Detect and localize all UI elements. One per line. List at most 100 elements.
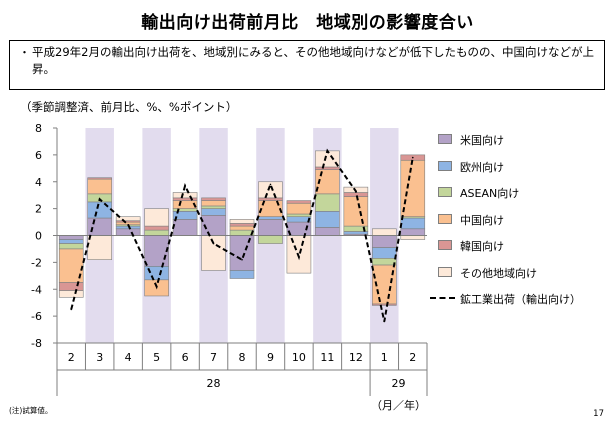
bar-segment-s2-c8 — [286, 213, 312, 217]
bar-segment-s2-c4 — [172, 208, 198, 212]
bar-segment-s4-c9 — [315, 166, 340, 170]
bar-segment-s5-c12 — [400, 235, 426, 240]
bar-segment-s1-c10 — [343, 231, 369, 235]
bar-segment-s4-c1 — [87, 177, 112, 180]
bar-segment-s2-c0 — [58, 243, 84, 250]
x-tick-label-11: 1 — [381, 351, 388, 364]
bar-segment-s5-c5 — [201, 235, 226, 271]
x-tick-label-1: 3 — [96, 351, 103, 364]
x-tick-label-7: 9 — [267, 351, 274, 364]
bar-segment-s4-c10 — [343, 192, 369, 197]
bullet-mark: ・ — [19, 46, 30, 59]
legend-swatch-europe — [438, 160, 452, 171]
bar-segment-s1-c6 — [229, 270, 255, 279]
bar-segment-s3-c5 — [201, 200, 226, 207]
bar-segment-s1-c1 — [87, 201, 112, 219]
x-tick-label-6: 8 — [239, 351, 246, 364]
legend-swatch-korea — [438, 240, 452, 250]
bar-segment-s0-c11 — [372, 235, 397, 248]
bar-segment-s5-c6 — [229, 219, 255, 224]
bar-segment-s4-c0 — [58, 282, 84, 291]
shipments-point-1 — [98, 198, 101, 201]
legend-label-korea: 韓国向け — [460, 240, 504, 253]
page-title: 輸出向け出荷前月比 地域別の影響度合い — [141, 13, 474, 33]
legend-swatch-asean — [438, 187, 452, 197]
bar-segment-s5-c0 — [58, 290, 84, 298]
bar-segment-s3-c10 — [343, 196, 369, 227]
shipments-point-0 — [70, 308, 73, 311]
x-tick-label-8: 10 — [292, 351, 306, 364]
y-tick-label-2: 2 — [35, 203, 42, 216]
year-label-1: 29 — [392, 377, 406, 390]
summary-box: ・ 平成29年2月の輸出向け出荷を、地域別にみると、その他地域向けなどが低下した… — [9, 40, 605, 90]
bar-segment-s1-c0 — [58, 239, 84, 244]
y-tick-label-0: 0 — [35, 230, 42, 243]
shipments-point-10 — [355, 190, 357, 192]
bar-segment-s4-c3 — [144, 225, 169, 231]
shipments-point-3 — [155, 285, 158, 288]
shipments-point-5 — [212, 242, 215, 245]
bar-segment-s5-c1 — [87, 235, 112, 260]
shipments-point-6 — [241, 258, 243, 261]
y-tick-label-6: 6 — [35, 149, 42, 162]
shipments-point-12 — [411, 156, 414, 159]
x-tick-label-4: 6 — [182, 351, 189, 364]
x-tick-label-3: 5 — [153, 351, 160, 364]
x-tick-label-0: 2 — [68, 351, 75, 364]
legend-label-europe: 欧州向け — [460, 160, 504, 174]
bar-segment-s2-c7 — [258, 235, 283, 244]
bar-segment-s4-c7 — [258, 197, 283, 201]
legend-swatch-us — [438, 134, 452, 144]
y-tick-label--2: -2 — [31, 256, 42, 269]
bar-segment-s4-c8 — [286, 200, 312, 204]
summary-text: 平成29年2月の輸出向け出荷を、地域別にみると、その他地域向けなどが低下したもの… — [32, 45, 594, 76]
x-tick-label-9: 11 — [320, 351, 334, 364]
bar-segment-s5-c4 — [172, 192, 198, 199]
y-tick-label--8: -8 — [31, 337, 42, 350]
legend-swatch-china — [438, 213, 452, 224]
shipments-point-7 — [269, 183, 272, 186]
bar-segment-s3-c6 — [229, 225, 255, 231]
legend-line-shipments — [430, 297, 455, 299]
bar-segment-s4-c4 — [172, 197, 198, 201]
bar-segment-s0-c4 — [172, 219, 198, 236]
y-tick-label--4: -4 — [31, 283, 42, 296]
bar-segment-s0-c7 — [258, 219, 283, 236]
y-tick-label-4: 4 — [35, 176, 42, 189]
bar-segment-s1-c11 — [372, 247, 397, 259]
bar-segment-s5-c2 — [115, 216, 141, 222]
legend-swatch-other — [438, 266, 452, 277]
bar-segment-s3-c12 — [400, 159, 426, 217]
bar-segment-s2-c9 — [315, 193, 340, 212]
x-tick-label-12: 2 — [409, 351, 416, 364]
legend-label-shipments: 鉱工業出荷（輸出向け） — [460, 293, 581, 306]
shipments-point-8 — [298, 256, 300, 258]
bar-segment-s0-c1 — [87, 217, 112, 236]
bar-segment-s1-c5 — [201, 208, 226, 216]
x-unit-label: （月／年） — [371, 398, 426, 412]
bar-segment-s2-c5 — [201, 205, 226, 209]
bar-segment-s5-c11 — [372, 228, 397, 236]
x-tick-label-2: 4 — [125, 351, 132, 364]
x-tick-label-5: 7 — [210, 351, 217, 364]
bar-segment-s3-c8 — [286, 202, 312, 215]
bar-segment-s5-c3 — [144, 208, 169, 227]
bar-segment-s4-c6 — [229, 223, 255, 227]
bar-segment-s5-c7 — [258, 181, 283, 199]
legend-label-asean: ASEAN向け — [460, 187, 520, 200]
shipments-point-2 — [127, 223, 129, 226]
x-tick-label-10: 12 — [349, 351, 363, 364]
bar-segment-s2-c11 — [372, 258, 397, 266]
bar-segment-s4-c5 — [201, 197, 226, 201]
y-tick-label--6: -6 — [31, 310, 42, 323]
bar-segment-s4-c11 — [372, 303, 397, 306]
bar-segment-s1-c9 — [315, 211, 340, 228]
bar-segment-s1-c7 — [258, 216, 283, 220]
shipments-point-9 — [326, 150, 329, 152]
bar-segment-s0-c6 — [229, 235, 255, 271]
year-label-0: 28 — [207, 377, 221, 390]
bar-segment-s0-c9 — [315, 227, 340, 236]
legend-label-other: その他地域向け — [460, 266, 537, 280]
page-number: 17 — [593, 409, 604, 419]
